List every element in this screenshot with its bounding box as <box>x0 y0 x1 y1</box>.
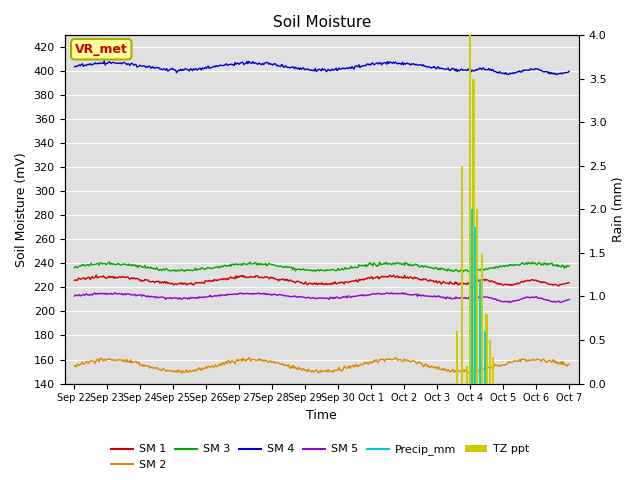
Bar <box>486 314 488 384</box>
Text: VR_met: VR_met <box>75 43 128 56</box>
Title: Soil Moisture: Soil Moisture <box>273 15 371 30</box>
Bar <box>456 331 458 384</box>
Y-axis label: Rain (mm): Rain (mm) <box>612 177 625 242</box>
Bar <box>472 79 475 384</box>
Bar <box>484 331 486 384</box>
Bar <box>461 166 463 384</box>
Bar <box>474 227 476 384</box>
Bar <box>492 358 494 384</box>
Bar <box>481 253 483 384</box>
Bar <box>469 36 471 384</box>
Bar <box>466 366 468 384</box>
Y-axis label: Soil Moisture (mV): Soil Moisture (mV) <box>15 152 28 267</box>
Bar <box>471 209 473 384</box>
Legend: SM 1, SM 2, SM 3, SM 4, SM 5, Precip_mm, TZ ppt: SM 1, SM 2, SM 3, SM 4, SM 5, Precip_mm,… <box>107 440 533 474</box>
Bar <box>479 279 481 384</box>
Bar <box>476 209 478 384</box>
Bar <box>489 340 491 384</box>
X-axis label: Time: Time <box>307 409 337 422</box>
